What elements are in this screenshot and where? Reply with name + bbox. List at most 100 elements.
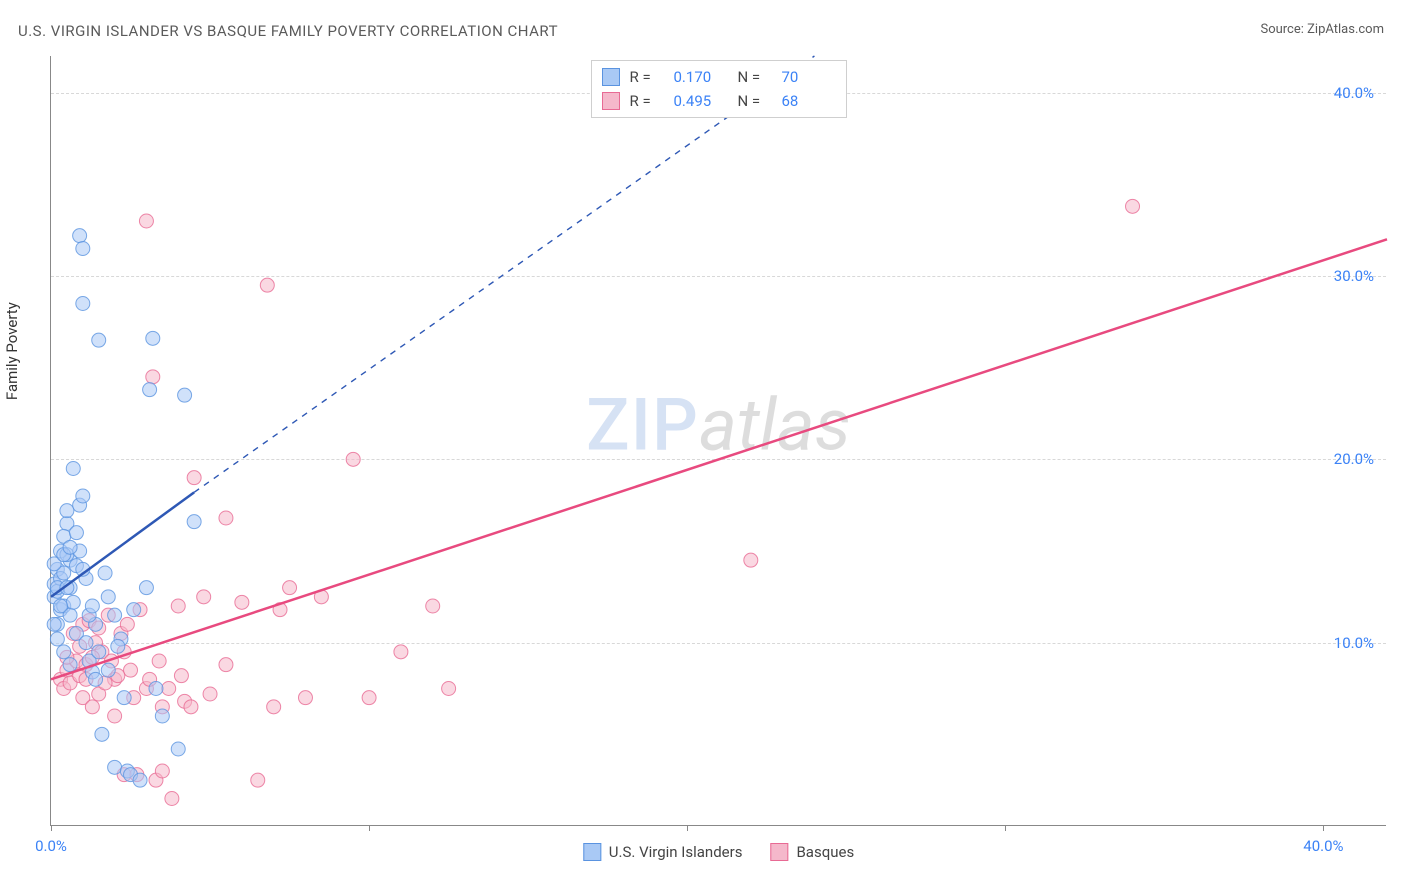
y-tick-label: 20.0%: [1334, 450, 1374, 468]
scatter-point: [73, 229, 87, 243]
scatter-point: [149, 682, 163, 696]
plot-area: ZIPatlas R = 0.170 N = 70 R = 0.495 N = …: [50, 56, 1386, 826]
scatter-point: [203, 687, 217, 701]
scatter-point: [50, 632, 64, 646]
scatter-point: [744, 553, 758, 567]
scatter-point: [152, 654, 166, 668]
scatter-point: [127, 603, 141, 617]
scatter-point: [57, 645, 71, 659]
scatter-point: [426, 599, 440, 613]
scatter-point: [139, 581, 153, 595]
plot-svg: [51, 56, 1386, 825]
scatter-point: [171, 599, 185, 613]
n-label: N =: [738, 65, 772, 89]
y-tick-label: 10.0%: [1334, 634, 1374, 652]
x-tick-label-start: 0.0%: [35, 837, 67, 855]
scatter-point: [187, 471, 201, 485]
trend-line: [51, 239, 1387, 679]
scatter-point: [1126, 199, 1140, 213]
scatter-point: [108, 709, 122, 723]
scatter-point: [47, 617, 61, 631]
scatter-point: [108, 760, 122, 774]
y-axis-label: Family Poverty: [3, 302, 21, 400]
scatter-point: [394, 645, 408, 659]
scatter-point: [260, 278, 274, 292]
legend-bottom: U.S. Virgin Islanders Basques: [583, 843, 854, 861]
x-tick: [369, 825, 370, 831]
scatter-point: [76, 297, 90, 311]
scatter-point: [146, 370, 160, 384]
scatter-point: [187, 515, 201, 529]
scatter-point: [92, 333, 106, 347]
legend-row-series2: R = 0.495 N = 68: [602, 89, 836, 113]
n-value: 70: [782, 65, 836, 89]
y-tick-label: 30.0%: [1334, 267, 1374, 285]
swatch-series1: [583, 843, 601, 861]
swatch-series2: [770, 843, 788, 861]
legend-label: U.S. Virgin Islanders: [609, 843, 743, 861]
scatter-point: [298, 691, 312, 705]
scatter-point: [66, 595, 80, 609]
scatter-point: [346, 452, 360, 466]
scatter-point: [85, 700, 99, 714]
x-tick: [687, 825, 688, 831]
scatter-point: [165, 792, 179, 806]
scatter-point: [184, 700, 198, 714]
y-tick-label: 40.0%: [1334, 84, 1374, 102]
legend-correlation-box: R = 0.170 N = 70 R = 0.495 N = 68: [591, 60, 847, 118]
scatter-point: [76, 242, 90, 256]
n-value: 68: [782, 89, 836, 113]
x-tick: [51, 825, 52, 831]
scatter-point: [267, 700, 281, 714]
scatter-point: [63, 658, 77, 672]
scatter-point: [178, 388, 192, 402]
scatter-point: [174, 669, 188, 683]
scatter-point: [89, 672, 103, 686]
scatter-point: [155, 709, 169, 723]
scatter-point: [442, 682, 456, 696]
swatch-series2: [602, 92, 620, 110]
scatter-point: [197, 590, 211, 604]
legend-row-series1: R = 0.170 N = 70: [602, 65, 836, 89]
x-tick: [1005, 825, 1006, 831]
scatter-point: [66, 462, 80, 476]
r-label: R =: [630, 89, 664, 113]
source-label: Source: ZipAtlas.com: [1260, 22, 1384, 37]
scatter-point: [171, 742, 185, 756]
legend-item-series2: Basques: [770, 843, 854, 861]
scatter-point: [79, 636, 93, 650]
scatter-point: [219, 658, 233, 672]
scatter-point: [92, 645, 106, 659]
x-tick: [1323, 825, 1324, 831]
scatter-point: [251, 773, 265, 787]
r-value: 0.495: [674, 89, 728, 113]
scatter-point: [235, 595, 249, 609]
scatter-point: [101, 590, 115, 604]
r-label: R =: [630, 65, 664, 89]
scatter-point: [162, 682, 176, 696]
legend-item-series1: U.S. Virgin Islanders: [583, 843, 743, 861]
scatter-point: [85, 599, 99, 613]
scatter-point: [124, 663, 138, 677]
scatter-point: [69, 526, 83, 540]
swatch-series1: [602, 68, 620, 86]
scatter-point: [143, 383, 157, 397]
chart-title: U.S. VIRGIN ISLANDER VS BASQUE FAMILY PO…: [18, 22, 558, 40]
scatter-point: [108, 608, 122, 622]
scatter-point: [101, 663, 115, 677]
scatter-point: [95, 727, 109, 741]
scatter-point: [76, 489, 90, 503]
scatter-point: [120, 617, 134, 631]
scatter-point: [362, 691, 376, 705]
scatter-point: [219, 511, 233, 525]
scatter-point: [63, 540, 77, 554]
scatter-point: [111, 639, 125, 653]
scatter-point: [133, 773, 147, 787]
scatter-point: [54, 599, 68, 613]
trend-line: [194, 56, 814, 492]
scatter-point: [60, 504, 74, 518]
scatter-point: [117, 691, 131, 705]
r-value: 0.170: [674, 65, 728, 89]
scatter-point: [146, 331, 160, 345]
scatter-point: [139, 214, 153, 228]
